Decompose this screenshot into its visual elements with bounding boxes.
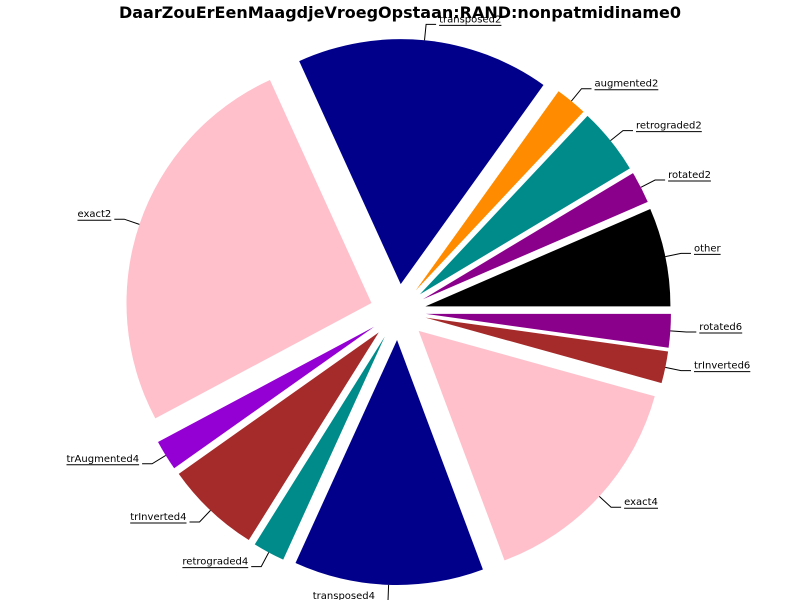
slice-label-other: other — [694, 243, 722, 254]
slice-label-exact-2: exact2 — [77, 209, 111, 220]
pie-slice-tr-inverted-6 — [425, 317, 669, 384]
pie-slice-tr-inverted-4 — [178, 332, 379, 541]
slice-label-augmented-2: augmented2 — [595, 79, 659, 90]
leader-line-tr-inverted-6 — [665, 366, 691, 372]
leader-line-transposed-4 — [387, 584, 390, 600]
pie-labels: other rotated2 retrograded2 augmented2 trans… — [66, 14, 751, 600]
leader-line-other — [665, 252, 691, 258]
leader-line-exact-4 — [598, 496, 622, 508]
pie-slice-transposed-2 — [299, 39, 544, 285]
pie-slice-rotated-6 — [425, 313, 671, 348]
slice-label-rotated-6: rotated6 — [699, 322, 742, 333]
slice-label-rotated-2: rotated2 — [668, 170, 711, 181]
pie-slice-tr-augmented-4 — [158, 326, 375, 469]
leader-line-augmented-2 — [571, 88, 592, 102]
slice-label-retrograded-4: retrograded4 — [182, 557, 248, 568]
slice-label-retrograded-2: retrograded2 — [636, 121, 702, 132]
slice-label-tr-inverted-4: trInverted4 — [130, 512, 186, 523]
pie-slice-augmented-2 — [415, 91, 584, 291]
pie-slice-other — [425, 209, 671, 307]
pie-slice-retrograded-4 — [254, 336, 385, 560]
pie-slice-rotated-2 — [422, 173, 648, 300]
leader-line-rotated-2 — [640, 179, 666, 188]
leader-line-retrograded-4 — [251, 552, 270, 568]
slice-label-tr-inverted-6: trInverted6 — [694, 361, 750, 372]
pie-slice-transposed-4 — [295, 339, 483, 585]
pie-slices — [126, 39, 671, 585]
chart-title: DaarZouErEenMaagdjeVroegOpstaan:RAND:non… — [119, 3, 681, 22]
slice-label-tr-augmented-4: trAugmented4 — [67, 454, 140, 465]
pie-slice-exact-2 — [126, 80, 372, 419]
slice-label-transposed-2: transposed2 — [439, 14, 501, 25]
leader-line-retrograded-2 — [610, 130, 633, 141]
slice-label-exact-4: exact4 — [624, 497, 658, 508]
leader-line-tr-inverted-4 — [189, 510, 211, 523]
leader-line-exact-2 — [114, 218, 140, 225]
leader-line-rotated-6 — [670, 330, 697, 333]
slice-label-transposed-4: transposed4 — [313, 591, 375, 600]
pie-slice-exact-4 — [418, 330, 655, 561]
leader-line-transposed-2 — [424, 23, 437, 41]
leader-line-tr-augmented-4 — [142, 454, 166, 465]
pie-slice-retrograded-2 — [419, 115, 630, 295]
